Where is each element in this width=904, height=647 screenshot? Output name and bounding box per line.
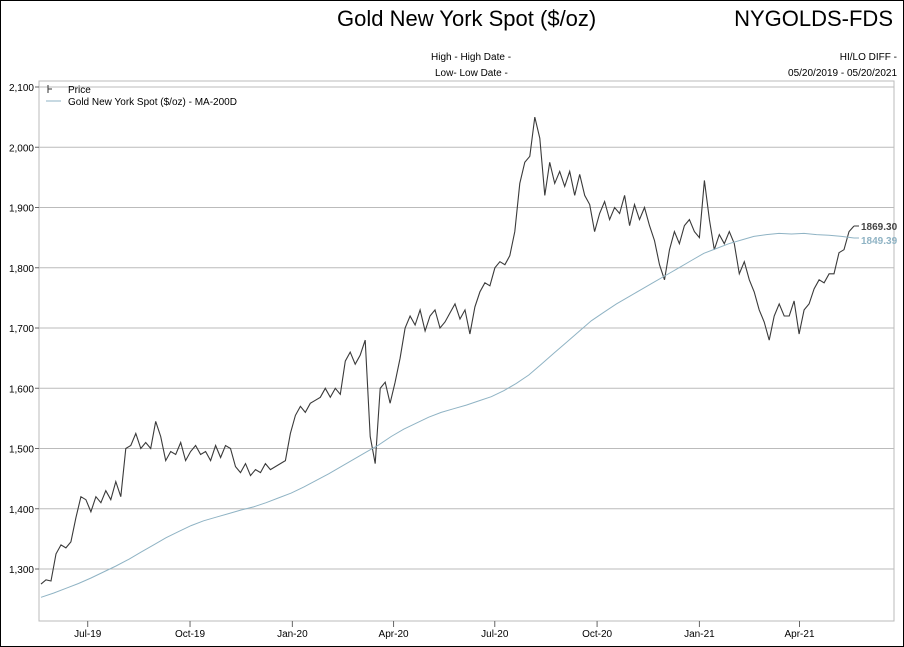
y-tick-label: 2,000 bbox=[9, 143, 34, 154]
ma-200d-line bbox=[40, 232, 855, 598]
high-label: High - High Date - bbox=[431, 52, 512, 63]
low-label: Low- Low Date - bbox=[435, 68, 508, 79]
y-tick-label: 1,700 bbox=[9, 324, 34, 335]
legend-ma-label: Gold New York Spot ($/oz) - MA-200D bbox=[68, 97, 237, 108]
y-tick-label: 1,300 bbox=[9, 565, 34, 576]
price-line bbox=[40, 116, 855, 585]
y-tick-label: 1,600 bbox=[9, 384, 34, 395]
date-range: 05/20/2019 - 05/20/2021 bbox=[788, 68, 897, 79]
x-tick-label: Jul-20 bbox=[481, 629, 509, 640]
y-tick-label: 1,400 bbox=[9, 505, 34, 516]
x-tick-label: Oct-19 bbox=[175, 629, 205, 640]
y-tick-label: 1,800 bbox=[9, 264, 34, 275]
x-tick-label: Oct-20 bbox=[582, 629, 612, 640]
x-tick-label: Apr-21 bbox=[784, 629, 814, 640]
legend: Price Gold New York Spot ($/oz) - MA-200… bbox=[46, 85, 237, 108]
last-ma-label: 1849.39 bbox=[861, 236, 898, 247]
chart-title: Gold New York Spot ($/oz) bbox=[337, 6, 597, 31]
plot-frame bbox=[38, 80, 895, 622]
y-tick-label: 2,100 bbox=[9, 83, 34, 94]
x-tick-label: Apr-20 bbox=[379, 629, 409, 640]
ticker-symbol: NYGOLDS-FDS bbox=[734, 6, 893, 31]
last-price-label: 1869.30 bbox=[861, 222, 898, 233]
y-tick-label: 1,900 bbox=[9, 204, 34, 215]
x-tick-label: Jul-19 bbox=[74, 629, 102, 640]
hilo-diff-label: HI/LO DIFF - bbox=[839, 52, 897, 63]
y-tick-label: 1,500 bbox=[9, 445, 34, 456]
legend-price-label: Price bbox=[68, 85, 91, 96]
x-tick-label: Jan-21 bbox=[684, 629, 715, 640]
x-tick-label: Jan-20 bbox=[277, 629, 308, 640]
